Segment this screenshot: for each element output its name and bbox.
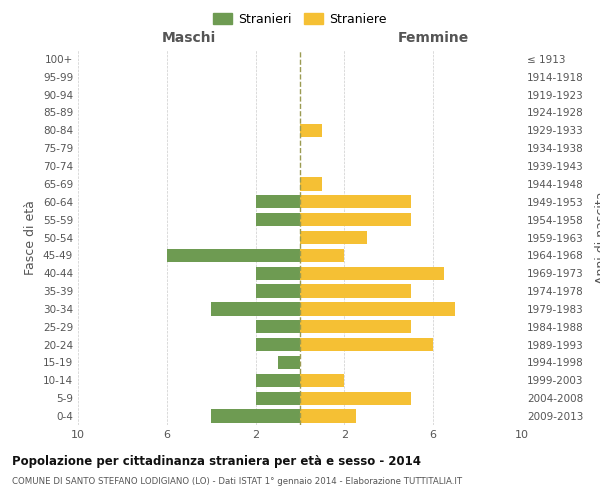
Bar [211, 410, 300, 423]
Bar [256, 284, 300, 298]
Bar [278, 356, 300, 369]
Y-axis label: Anni di nascita: Anni di nascita [595, 191, 600, 284]
Bar [256, 266, 300, 280]
Bar [300, 124, 322, 137]
Text: Popolazione per cittadinanza straniera per età e sesso - 2014: Popolazione per cittadinanza straniera p… [12, 455, 421, 468]
Bar [256, 213, 300, 226]
Bar [300, 177, 322, 190]
Legend: Stranieri, Straniere: Stranieri, Straniere [208, 8, 392, 30]
Bar [256, 338, 300, 351]
Bar [300, 213, 411, 226]
Bar [300, 266, 444, 280]
Bar [167, 248, 300, 262]
Text: COMUNE DI SANTO STEFANO LODIGIANO (LO) - Dati ISTAT 1° gennaio 2014 - Elaborazio: COMUNE DI SANTO STEFANO LODIGIANO (LO) -… [12, 478, 462, 486]
Bar [256, 374, 300, 387]
Y-axis label: Fasce di età: Fasce di età [25, 200, 37, 275]
Bar [300, 302, 455, 316]
Bar [256, 320, 300, 334]
Bar [300, 338, 433, 351]
Bar [300, 248, 344, 262]
Bar [300, 392, 411, 405]
Text: Maschi: Maschi [162, 30, 216, 44]
Bar [300, 195, 411, 208]
Bar [211, 302, 300, 316]
Bar [300, 320, 411, 334]
Bar [256, 195, 300, 208]
Bar [300, 374, 344, 387]
Text: Femmine: Femmine [398, 30, 469, 44]
Bar [300, 284, 411, 298]
Bar [300, 410, 355, 423]
Bar [300, 231, 367, 244]
Bar [256, 392, 300, 405]
